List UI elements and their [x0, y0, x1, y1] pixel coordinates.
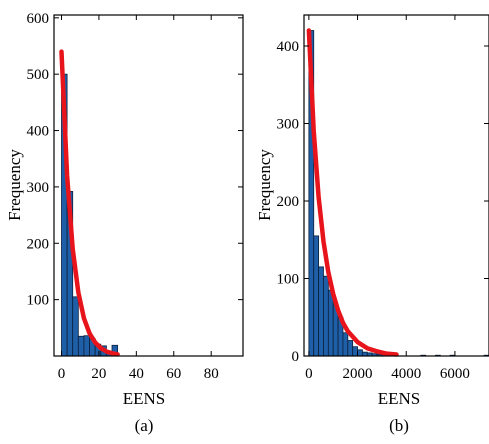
panel-a-ytick-label-3: 400	[27, 124, 50, 140]
panel-a-bar-2	[72, 296, 79, 357]
panel-b-ytick-label-2: 200	[277, 194, 300, 210]
panel-b-frame	[303, 14, 489, 357]
panel-b-xtick-label-0: 0	[305, 366, 313, 382]
panel-b-caption: (b)	[389, 416, 409, 435]
panel-b-ylabel: Frequency	[255, 149, 274, 221]
panel-b-bar-10	[357, 349, 363, 357]
panel-a-caption: (a)	[135, 416, 154, 435]
panel-b-bar-7	[342, 332, 349, 357]
panel-a-frame	[53, 14, 244, 357]
panel-a-ytick-label-1: 200	[27, 236, 50, 252]
panel-a-xticks: 0 20 40 60 80	[58, 15, 219, 382]
panel-b-fit-curve	[306, 28, 399, 357]
panel-a-yticks: 100 200 300 400 500 600	[27, 11, 243, 309]
panel-a-xlabel: EENS	[123, 389, 166, 408]
panel-b-yticks: 0 100 200 300 400	[277, 39, 489, 365]
panel-b-ytick-label-0: 0	[292, 349, 300, 365]
panel-b-ytick-label-4: 400	[277, 39, 300, 55]
panel-a-xtick-label-2: 40	[129, 366, 144, 382]
panel-b: 0 2000 4000 6000 0 100 200 300 400 EENS Frequen…	[255, 14, 489, 435]
panel-a-xtick-label-3: 60	[166, 366, 181, 382]
panel-a-ylabel: Frequency	[5, 149, 24, 221]
panel-b-xlabel: EENS	[378, 389, 421, 408]
panel-b-xtick-label-2: 4000	[391, 366, 421, 382]
panel-a: 0 20 40 60 80 100 200 300 400 500 600 EENS Freque…	[5, 11, 244, 435]
panel-a-xtick-label-0: 0	[58, 366, 66, 382]
panel-b-bar-1	[313, 235, 320, 357]
panel-a-ytick-label-0: 100	[27, 293, 50, 309]
panel-a-bar-4	[83, 335, 90, 357]
panel-b-ytick-label-3: 300	[277, 117, 300, 133]
panel-a-xtick-label-1: 20	[91, 366, 106, 382]
panel-b-bar-4	[327, 289, 334, 357]
panel-a-bar-3	[77, 335, 85, 357]
panel-a-fit-curve	[59, 49, 120, 357]
panel-a-ytick-label-2: 300	[27, 180, 50, 196]
panel-b-bar-3	[323, 275, 329, 357]
panel-b-bar-2	[318, 266, 324, 357]
panel-b-xtick-label-1: 2000	[343, 366, 373, 382]
panel-b-xtick-label-3: 6000	[440, 366, 470, 382]
panel-b-xticks: 0 2000 4000 6000	[305, 15, 470, 382]
panel-b-bar-8	[347, 340, 354, 357]
panel-a-ytick-label-5: 600	[27, 11, 50, 27]
panel-a-ytick-label-4: 500	[27, 67, 50, 83]
panel-a-xtick-label-4: 80	[204, 366, 219, 382]
panel-b-ytick-label-1: 100	[277, 272, 300, 288]
panel-b-bar-9	[352, 346, 358, 357]
